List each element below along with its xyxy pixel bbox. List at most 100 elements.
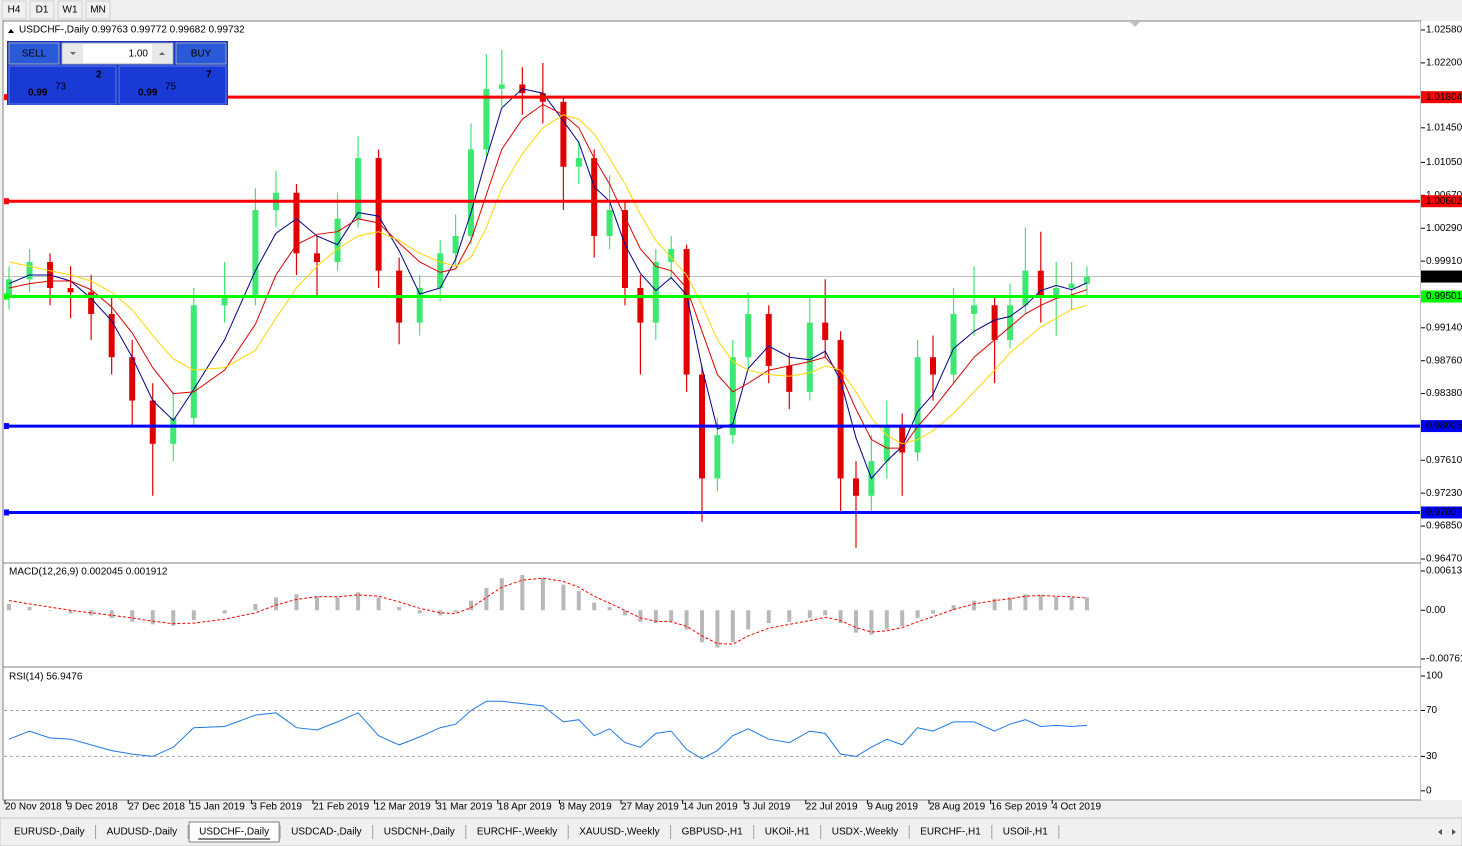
symbol-tab[interactable] bbox=[96, 822, 188, 842]
candle-body bbox=[334, 218, 341, 262]
x-tick-label: 4 Oct 2019 bbox=[1052, 802, 1101, 813]
timeframe-label[interactable]: MN bbox=[90, 5, 106, 16]
candle-body bbox=[190, 305, 197, 418]
x-tick-label: 9 Aug 2019 bbox=[867, 802, 918, 813]
level-label: 1.00602 bbox=[1426, 196, 1462, 207]
moving-average bbox=[8, 114, 1088, 445]
candle-body bbox=[971, 305, 978, 314]
buy-button[interactable] bbox=[175, 42, 227, 65]
macd-bar bbox=[900, 610, 905, 627]
candle-body bbox=[355, 158, 362, 219]
level-label: 0.99501 bbox=[1426, 291, 1462, 302]
symbol-tab[interactable] bbox=[992, 822, 1058, 842]
macd-bar bbox=[335, 597, 340, 611]
timeframe-button[interactable] bbox=[85, 0, 111, 20]
candle-body bbox=[822, 322, 829, 340]
symbol-tab-label[interactable]: USOil-,H1 bbox=[1003, 827, 1048, 838]
x-tick-label: 12 Mar 2019 bbox=[375, 802, 432, 813]
price-box[interactable] bbox=[8, 65, 117, 105]
macd-bar bbox=[561, 584, 566, 611]
timeframe-label[interactable]: W1 bbox=[63, 5, 78, 16]
level-label-box bbox=[1421, 195, 1462, 208]
symbol-tab[interactable] bbox=[188, 821, 280, 843]
moving-average bbox=[8, 103, 1088, 449]
macd-bar bbox=[669, 610, 674, 622]
y-tick-label: 0.99140 bbox=[1426, 322, 1462, 333]
macd-bar bbox=[315, 596, 319, 611]
macd-bar bbox=[438, 610, 443, 616]
candle-body bbox=[652, 262, 659, 323]
tab-scroll-left[interactable] bbox=[1438, 829, 1442, 835]
symbol-tab[interactable] bbox=[466, 822, 568, 842]
candle-body bbox=[416, 287, 423, 323]
moving-average bbox=[8, 88, 1088, 480]
price-big-figure[interactable]: 0.99 bbox=[138, 88, 158, 99]
timeframe-button[interactable] bbox=[1, 0, 27, 20]
level-label-box bbox=[1421, 91, 1462, 104]
level-label-box bbox=[1421, 506, 1462, 519]
symbol-tab-label[interactable]: UKOil-,H1 bbox=[765, 827, 810, 838]
level-label: 0.98005 bbox=[1426, 421, 1462, 432]
candle-body bbox=[714, 435, 721, 479]
symbol-tab[interactable] bbox=[754, 822, 820, 842]
candle-body bbox=[745, 313, 752, 358]
symbol-tab-label[interactable]: EURCHF-,Weekly bbox=[477, 827, 557, 838]
symbol-tab[interactable] bbox=[671, 822, 753, 842]
price-axis bbox=[1421, 21, 1462, 800]
price-pips[interactable]: 75 bbox=[165, 82, 177, 93]
y-tick-label: 0.00613 bbox=[1426, 566, 1462, 577]
level-anchor bbox=[4, 423, 9, 430]
collapse-icon bbox=[8, 29, 14, 33]
candle-body bbox=[765, 313, 772, 366]
symbol-tab[interactable] bbox=[373, 822, 465, 842]
symbol-tab[interactable] bbox=[821, 822, 909, 842]
candle-body bbox=[452, 236, 459, 254]
y-tick-label: 0.96470 bbox=[1426, 554, 1462, 565]
symbol-tab-label[interactable]: EURUSD-,Daily bbox=[14, 827, 85, 838]
level-label: 1.01804 bbox=[1426, 92, 1462, 103]
symbol-tab[interactable] bbox=[910, 822, 991, 842]
symbol-tab-label[interactable]: USDCAD-,Daily bbox=[291, 827, 362, 838]
lot-value[interactable]: 1.00 bbox=[129, 49, 149, 60]
symbol-tab-label[interactable]: AUDUSD-,Daily bbox=[107, 827, 178, 838]
price-pips[interactable]: 73 bbox=[55, 82, 67, 93]
symbol-tab[interactable] bbox=[4, 822, 95, 842]
macd-bar bbox=[499, 578, 504, 611]
symbol-tab-label[interactable]: USDX-,Weekly bbox=[832, 827, 899, 838]
macd-bar bbox=[1085, 597, 1089, 611]
price-fraction[interactable]: 2 bbox=[96, 70, 102, 81]
bid-label: 0.99732 bbox=[1426, 271, 1462, 282]
symbol-tab[interactable] bbox=[569, 822, 670, 842]
price-big-figure[interactable]: 0.99 bbox=[28, 88, 48, 99]
price-fraction[interactable]: 7 bbox=[206, 70, 212, 81]
macd-bar bbox=[89, 610, 94, 616]
timeframe-button[interactable] bbox=[57, 0, 83, 20]
macd-bar bbox=[854, 610, 858, 633]
indicator-title: RSI(14) 56.9476 bbox=[9, 672, 83, 683]
level-label-box bbox=[1421, 420, 1462, 433]
macd-bar bbox=[417, 610, 422, 614]
y-tick-label: 0.96850 bbox=[1426, 521, 1462, 532]
x-tick-label: 16 Sep 2019 bbox=[991, 802, 1048, 813]
price-box[interactable] bbox=[118, 65, 227, 105]
symbol-tab[interactable] bbox=[281, 822, 372, 842]
timeframe-label[interactable]: D1 bbox=[36, 5, 49, 16]
symbol-tab-label[interactable]: USDCNH-,Daily bbox=[384, 827, 455, 838]
candle-body bbox=[1037, 270, 1044, 297]
macd-bar bbox=[469, 600, 473, 611]
candle-body bbox=[637, 287, 644, 323]
tab-scroll-right[interactable] bbox=[1452, 829, 1456, 835]
timeframe-button[interactable] bbox=[29, 0, 55, 20]
buy-label[interactable]: BUY bbox=[191, 49, 212, 60]
symbol-tab-label[interactable]: XAUUSD-,Weekly bbox=[579, 827, 659, 838]
sell-label[interactable]: SELL bbox=[22, 49, 47, 60]
level-anchor bbox=[4, 94, 9, 101]
sell-button[interactable] bbox=[8, 42, 60, 65]
timeframe-label[interactable]: H4 bbox=[8, 5, 21, 16]
macd-bar bbox=[453, 610, 458, 613]
symbol-tab-label[interactable]: EURCHF-,H1 bbox=[920, 827, 981, 838]
symbol-tab-label[interactable]: USDCHF-,Daily bbox=[199, 827, 269, 838]
symbol-tab-label[interactable]: GBPUSD-,H1 bbox=[682, 827, 744, 838]
lot-input[interactable] bbox=[61, 42, 174, 65]
y-tick-label: 1.01450 bbox=[1426, 122, 1462, 133]
